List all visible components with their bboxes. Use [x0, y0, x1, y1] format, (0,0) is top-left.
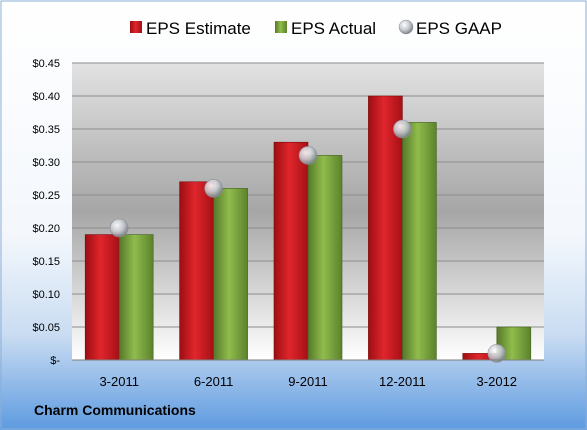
legend-label: EPS Estimate: [146, 19, 251, 38]
y-tick-label: $0.20: [32, 223, 60, 235]
legend-label: EPS GAAP: [416, 19, 502, 38]
y-tick-label: $0.10: [32, 289, 60, 301]
legend-swatch: [275, 21, 287, 33]
gaap-markers: [109, 119, 507, 363]
marker-eps-gaap: [109, 218, 129, 238]
y-axis-tick-labels: $- $0.05 $0.10 $0.15 $0.20 $0.25 $0.30 $0.35 $0.…: [32, 58, 60, 367]
marker-eps-gaap: [393, 119, 412, 139]
y-tick-label: $0.05: [32, 322, 60, 334]
y-tick-label: $0.25: [32, 190, 60, 202]
marker-eps-gaap: [487, 344, 507, 363]
bar-eps-estimate: [179, 181, 214, 361]
bar-eps-estimate: [273, 141, 309, 361]
marker-eps-gaap: [298, 146, 318, 165]
bar-eps-actual: [307, 155, 343, 361]
bar-eps-actual: [402, 122, 437, 361]
x-tick-label: 9-2011: [288, 374, 328, 389]
company-name: Charm Communications: [34, 402, 196, 418]
x-tick-label: 12-2011: [379, 374, 426, 389]
legend-swatch: [398, 19, 414, 35]
y-tick-label: $0.30: [32, 157, 60, 169]
y-tick-label: $0.40: [32, 91, 60, 103]
x-tick-label: 3-2012: [477, 374, 517, 389]
y-tick-label: $0.15: [32, 256, 60, 268]
marker-eps-gaap: [204, 179, 223, 198]
y-tick-label: $0.45: [32, 58, 60, 70]
x-axis-tick-labels: 3-2011 6-2011 9-2011 12-2011 3-2012: [99, 374, 517, 389]
bar-eps-actual: [213, 188, 248, 361]
bar-eps-actual: [118, 234, 154, 361]
bar-eps-estimate: [368, 95, 403, 361]
y-tick-label: $0.35: [32, 124, 60, 136]
legend-swatch: [130, 21, 142, 33]
bar-eps-estimate: [84, 234, 120, 361]
legend-label: EPS Actual: [291, 19, 376, 38]
y-tick-label: $-: [50, 355, 60, 367]
bars: [84, 95, 532, 361]
x-tick-label: 6-2011: [194, 374, 234, 389]
x-tick-label: 3-2011: [99, 374, 139, 389]
legend: EPS Estimate EPS Actual EPS GAAP: [130, 19, 502, 38]
